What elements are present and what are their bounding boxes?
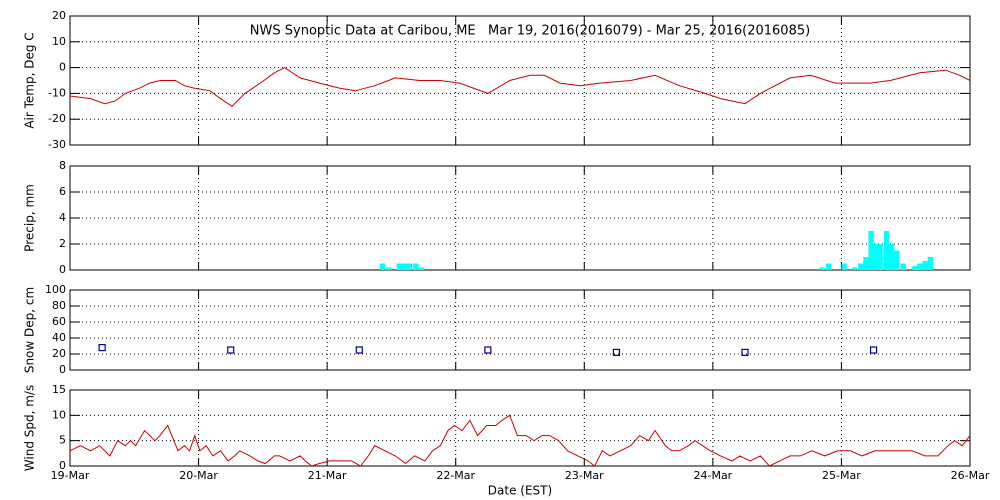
- y-tick-label: -20: [48, 112, 66, 125]
- bar: [418, 267, 424, 270]
- y-tick-label: 2: [59, 237, 66, 250]
- y-tick-label: 0: [59, 363, 66, 376]
- point: [741, 348, 749, 356]
- bar: [917, 263, 923, 270]
- y-tick-label: 5: [59, 434, 66, 447]
- x-tick-label: 25-Mar: [822, 469, 861, 482]
- y-tick-label: 6: [59, 185, 66, 198]
- y-tick-label: 0: [59, 459, 66, 472]
- bar: [386, 267, 392, 270]
- bar: [406, 263, 413, 270]
- point: [612, 348, 621, 356]
- y-tick-label: 60: [52, 315, 66, 328]
- bar: [858, 263, 864, 270]
- x-tick-label: 19-Mar: [51, 469, 90, 482]
- y-tick-label: 10: [52, 35, 66, 48]
- plot-frame: [69, 165, 971, 271]
- y-tick-label: 40: [52, 331, 66, 344]
- bar: [819, 267, 825, 270]
- bar: [841, 263, 847, 270]
- plot-frame: [69, 389, 971, 467]
- bar: [401, 263, 408, 270]
- x-tick-label: 26-Mar: [951, 469, 990, 482]
- y-tick-label: 20: [52, 9, 66, 22]
- bar: [379, 263, 386, 270]
- x-axis-label: Date (EST): [488, 484, 552, 498]
- bar: [873, 244, 879, 270]
- bar: [927, 257, 933, 270]
- y-tick-label: 0: [59, 61, 66, 74]
- x-tick-label: 20-Mar: [179, 469, 218, 482]
- bar: [889, 244, 895, 270]
- bar: [863, 257, 869, 270]
- bar: [894, 250, 900, 270]
- y-tick-label: -10: [48, 86, 66, 99]
- point: [355, 346, 363, 354]
- bar: [851, 267, 858, 270]
- bar: [883, 231, 890, 270]
- bar: [912, 266, 918, 270]
- y-tick-label: 80: [52, 299, 66, 312]
- bar: [826, 263, 832, 270]
- y-axis-label: Precip, mm: [23, 184, 37, 252]
- y-tick-label: 4: [59, 211, 66, 224]
- y-axis-label: Wind Spd, m/s: [23, 385, 37, 471]
- y-tick-label: 0: [59, 263, 66, 276]
- bar: [877, 244, 883, 270]
- y-tick-label: 10: [52, 408, 66, 421]
- point: [869, 346, 878, 354]
- x-tick-label: 23-Mar: [565, 469, 604, 482]
- bar: [900, 263, 906, 270]
- y-tick-label: 20: [52, 347, 66, 360]
- bar: [396, 263, 402, 270]
- y-axis-label: Snow Dep, cm: [23, 287, 37, 373]
- bar: [922, 260, 928, 270]
- data-line: [69, 67, 971, 107]
- data-line: [69, 414, 971, 467]
- point: [227, 346, 235, 354]
- x-tick-label: 22-Mar: [436, 469, 475, 482]
- x-tick-label: 24-Mar: [693, 469, 732, 482]
- chart-title: NWS Synoptic Data at Caribou, ME Mar 19,…: [250, 24, 810, 39]
- bar: [868, 231, 874, 270]
- point: [484, 346, 492, 354]
- plot-frame: [69, 289, 971, 371]
- y-tick-label: -30: [48, 138, 66, 151]
- y-tick-label: 100: [45, 283, 66, 296]
- x-tick-label: 21-Mar: [308, 469, 347, 482]
- y-tick-label: 8: [59, 159, 66, 172]
- y-tick-label: 15: [52, 383, 66, 396]
- point: [98, 344, 106, 352]
- bar: [413, 263, 419, 270]
- y-axis-label: Air Temp, Deg C: [23, 32, 37, 128]
